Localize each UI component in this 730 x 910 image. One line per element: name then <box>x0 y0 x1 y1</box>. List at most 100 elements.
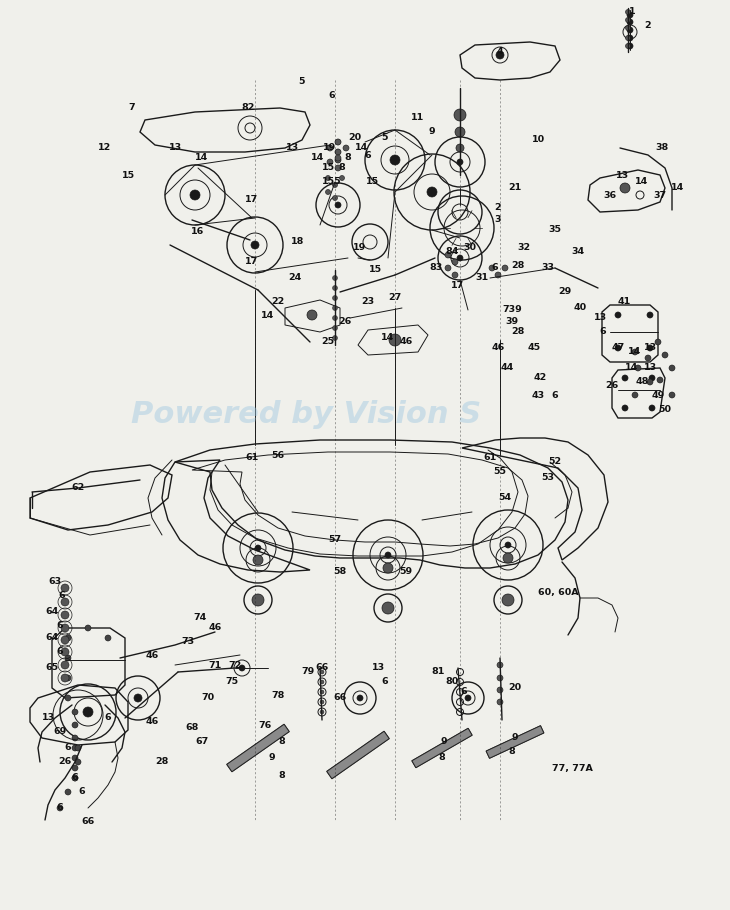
Text: 28: 28 <box>511 260 525 269</box>
Text: 22: 22 <box>272 298 285 307</box>
Text: 42: 42 <box>534 373 547 382</box>
Text: 11: 11 <box>412 114 425 123</box>
Text: 84: 84 <box>445 248 458 257</box>
Text: 23: 23 <box>361 298 374 307</box>
Circle shape <box>647 379 653 385</box>
Circle shape <box>335 149 341 155</box>
Circle shape <box>61 598 69 606</box>
Text: 40: 40 <box>574 304 587 312</box>
Text: 58: 58 <box>334 568 347 577</box>
Text: 13: 13 <box>593 314 607 322</box>
Text: 46: 46 <box>145 651 158 660</box>
Text: 64: 64 <box>45 608 58 616</box>
Text: 75: 75 <box>226 678 239 686</box>
Text: 41: 41 <box>618 298 631 307</box>
Circle shape <box>649 405 655 411</box>
Text: 56: 56 <box>272 450 285 460</box>
Text: 64: 64 <box>45 633 58 642</box>
Text: 83: 83 <box>429 264 442 272</box>
Text: 66: 66 <box>81 817 95 826</box>
Text: 26: 26 <box>58 757 72 766</box>
Circle shape <box>635 365 641 371</box>
Text: 6: 6 <box>72 774 78 783</box>
Circle shape <box>320 690 324 694</box>
Text: 17: 17 <box>245 258 258 267</box>
Text: 14: 14 <box>196 154 209 163</box>
Circle shape <box>320 700 324 704</box>
Text: 4: 4 <box>496 47 503 56</box>
Text: 9: 9 <box>441 737 447 746</box>
Circle shape <box>134 694 142 702</box>
Circle shape <box>382 602 394 614</box>
Circle shape <box>190 190 200 200</box>
Circle shape <box>502 265 508 271</box>
Text: 6: 6 <box>57 621 64 630</box>
Text: 14: 14 <box>261 310 274 319</box>
Text: 66: 66 <box>334 693 347 703</box>
Text: 6: 6 <box>104 713 111 723</box>
Circle shape <box>383 563 393 573</box>
Text: 6: 6 <box>461 687 467 696</box>
Text: 82: 82 <box>242 104 255 113</box>
Text: 48: 48 <box>635 378 649 387</box>
Circle shape <box>335 165 341 171</box>
Circle shape <box>497 699 503 705</box>
Circle shape <box>627 35 633 41</box>
Polygon shape <box>227 724 289 772</box>
Circle shape <box>627 19 633 25</box>
Circle shape <box>632 392 638 398</box>
Text: 54: 54 <box>499 493 512 502</box>
Text: 13: 13 <box>285 144 299 153</box>
Text: 1: 1 <box>629 7 635 16</box>
Text: 6: 6 <box>58 591 65 600</box>
Text: 15: 15 <box>369 266 382 275</box>
Circle shape <box>326 189 331 195</box>
Text: 16: 16 <box>191 228 204 237</box>
Circle shape <box>61 648 69 656</box>
Text: 6: 6 <box>79 787 85 796</box>
Circle shape <box>61 636 69 644</box>
Circle shape <box>72 745 78 751</box>
Text: 8: 8 <box>279 771 285 780</box>
Text: 19: 19 <box>323 144 337 153</box>
Circle shape <box>335 155 341 161</box>
Circle shape <box>335 139 341 145</box>
Polygon shape <box>412 728 472 768</box>
Circle shape <box>75 745 81 751</box>
Text: 13: 13 <box>372 663 385 672</box>
Text: 24: 24 <box>288 274 301 282</box>
Circle shape <box>65 655 71 661</box>
Text: 69: 69 <box>53 727 66 736</box>
Circle shape <box>72 775 78 781</box>
Text: 6: 6 <box>365 150 372 159</box>
Circle shape <box>75 759 81 765</box>
Circle shape <box>503 553 513 563</box>
Text: 9: 9 <box>269 753 275 763</box>
Text: 14: 14 <box>312 154 325 163</box>
Circle shape <box>497 687 503 693</box>
Polygon shape <box>327 732 389 779</box>
Circle shape <box>495 272 501 278</box>
Circle shape <box>253 555 263 565</box>
Circle shape <box>327 145 333 151</box>
Circle shape <box>457 255 463 261</box>
Text: 9: 9 <box>429 127 435 136</box>
Circle shape <box>332 183 337 187</box>
Circle shape <box>645 355 651 361</box>
Circle shape <box>252 594 264 606</box>
Circle shape <box>65 695 71 701</box>
Circle shape <box>61 661 69 669</box>
Text: 25: 25 <box>321 338 334 347</box>
Text: 70: 70 <box>201 693 215 703</box>
Circle shape <box>327 159 333 165</box>
Circle shape <box>615 312 621 318</box>
Circle shape <box>657 377 663 383</box>
Circle shape <box>61 624 69 632</box>
Text: 62: 62 <box>72 483 85 492</box>
Circle shape <box>626 17 631 23</box>
Text: 8: 8 <box>345 154 351 163</box>
Text: 26: 26 <box>605 380 618 389</box>
Text: 78: 78 <box>272 691 285 700</box>
Text: 13: 13 <box>169 144 182 153</box>
Circle shape <box>390 155 400 165</box>
